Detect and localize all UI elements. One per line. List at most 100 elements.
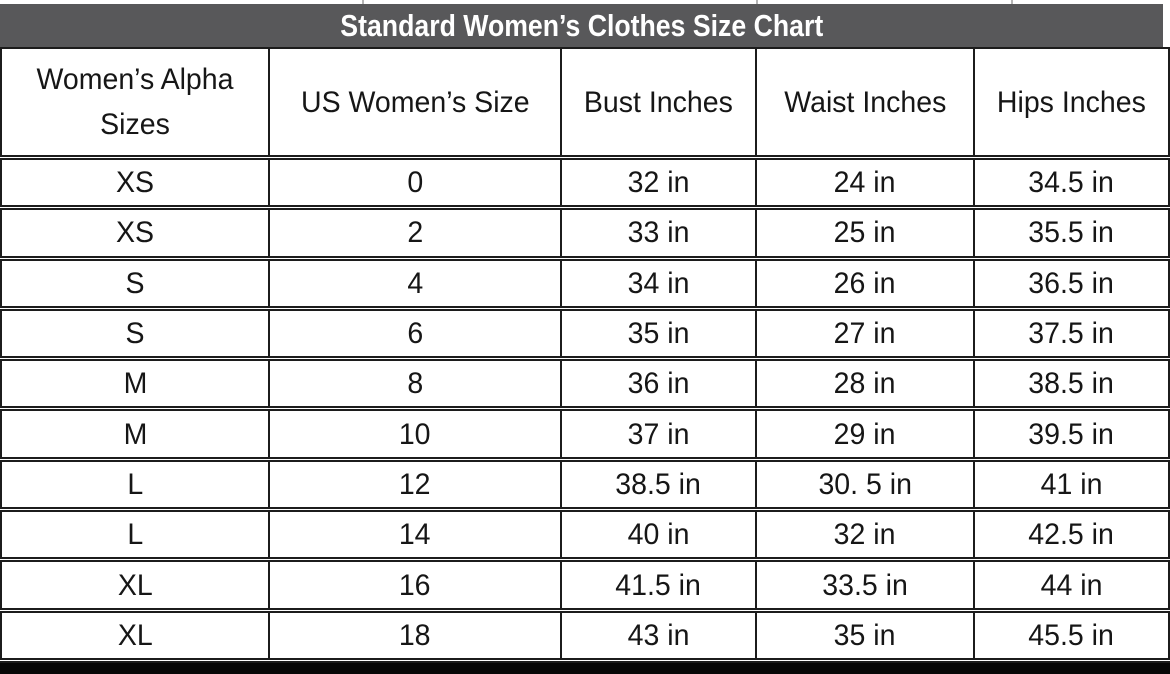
table-cell-value: 2 [407, 216, 423, 250]
table-cell-value: 43 in [627, 618, 690, 652]
table-cell-value: 36.5 in [1028, 266, 1115, 300]
table-cell-value: 40 in [627, 518, 690, 552]
table-cell: 30. 5 in [755, 461, 973, 508]
table-cell: 35 in [755, 612, 973, 658]
table-cell-value: 39.5 in [1028, 417, 1115, 451]
table-cell-value: 0 [407, 166, 423, 200]
table-cell: M [0, 361, 268, 407]
table-cell: 8 [268, 361, 560, 407]
table-row: S 6 35 in 27 in 37.5 in [0, 310, 1170, 362]
table-cell: 32 in [560, 160, 755, 206]
table-cell-value: 34 in [627, 266, 690, 300]
table-cell-value: L [127, 518, 143, 552]
table-cell: 29 in [755, 411, 973, 457]
table-cell: 35.5 in [973, 210, 1170, 256]
table-cell: L [0, 461, 268, 508]
column-header-label: Women’s Alpha Sizes [36, 63, 234, 141]
table-cell: 4 [268, 260, 560, 306]
table-cell: S [0, 260, 268, 306]
column-header-label: Waist Inches [783, 85, 947, 119]
table-row: S 4 34 in 26 in 36.5 in [0, 260, 1170, 311]
bottom-black-bar [0, 663, 1170, 674]
table-cell-value: 12 [399, 467, 431, 501]
column-header-bust: Bust Inches [560, 49, 755, 155]
column-header-label: US Women’s Size [300, 85, 530, 119]
table-cell: 6 [268, 310, 560, 357]
table-cell: M [0, 411, 268, 457]
table-cell: 26 in [755, 260, 973, 306]
table-cell-value: 33 in [627, 216, 690, 250]
table-cell-value: 34.5 in [1028, 166, 1115, 200]
table-cell-value: 30. 5 in [818, 467, 912, 501]
gridline-tick [1011, 0, 1013, 4]
table-cell: 0 [268, 160, 560, 206]
table-row: M 8 36 in 28 in 38.5 in [0, 361, 1170, 412]
table-cell: 2 [268, 210, 560, 256]
table-cell: 41.5 in [560, 562, 755, 608]
table-row: XL 18 43 in 35 in 45.5 in [0, 612, 1170, 663]
table-row: XS 2 33 in 25 in 35.5 in [0, 210, 1170, 261]
table-cell: 12 [268, 461, 560, 508]
table-cell-value: XL [117, 568, 153, 602]
table-cell-value: 27 in [834, 317, 896, 351]
table-cell-value: 29 in [834, 417, 896, 451]
table-cell-value: XS [115, 216, 155, 250]
table-cell-value: 32 in [834, 518, 896, 552]
table-cell: 44 in [973, 562, 1170, 608]
table-cell-value: 8 [407, 367, 423, 401]
table-cell: 27 in [755, 310, 973, 357]
table-cell-value: XL [117, 618, 153, 652]
table-cell-value: S [125, 317, 145, 351]
column-header-label: Bust Inches [584, 85, 733, 119]
table-cell-value: 25 in [834, 216, 896, 250]
column-header-us-size: US Women’s Size [268, 49, 560, 155]
table-cell: 18 [268, 612, 560, 658]
table-cell: S [0, 310, 268, 357]
table-cell: 36.5 in [973, 260, 1170, 306]
table-cell-value: 35 in [627, 317, 690, 351]
table-cell: 39.5 in [973, 411, 1170, 457]
table-cell: 10 [268, 411, 560, 457]
table-cell-value: 45.5 in [1028, 618, 1115, 652]
table-cell-value: 14 [399, 518, 431, 552]
column-header-alpha-sizes: Women’s Alpha Sizes [0, 49, 268, 155]
table-cell: 33 in [560, 210, 755, 256]
gridline-tick [362, 0, 364, 4]
column-header-hips: Hips Inches [973, 49, 1170, 155]
table-cell: 38.5 in [560, 461, 755, 508]
table-cell: 45.5 in [973, 612, 1170, 658]
table-cell-value: 42.5 in [1028, 518, 1115, 552]
table-cell: 34.5 in [973, 160, 1170, 206]
column-header-label: Hips Inches [997, 85, 1146, 119]
table-cell: 35 in [560, 310, 755, 357]
table-cell: 38.5 in [973, 361, 1170, 407]
table-cell: 41 in [973, 461, 1170, 508]
table-cell: XL [0, 562, 268, 608]
table-cell: 43 in [560, 612, 755, 658]
table-row: L 14 40 in 32 in 42.5 in [0, 512, 1170, 563]
table-cell: 37 in [560, 411, 755, 457]
table-cell: 34 in [560, 260, 755, 306]
table-row: XL 16 41.5 in 33.5 in 44 in [0, 562, 1170, 613]
top-gridline-strip [0, 0, 1170, 4]
table-cell: 28 in [755, 361, 973, 407]
table-cell: 32 in [755, 512, 973, 558]
table-cell: 14 [268, 512, 560, 558]
size-table: Women’s Alpha Sizes US Women’s Size Bust… [0, 47, 1170, 663]
table-cell: XS [0, 210, 268, 256]
table-cell-value: 41.5 in [615, 568, 702, 602]
table-cell-value: 38.5 in [1028, 367, 1115, 401]
table-cell: 16 [268, 562, 560, 608]
table-cell-value: 10 [399, 417, 431, 451]
chart-title-bar: Standard Women’s Clothes Size Chart [0, 4, 1163, 47]
column-header-waist: Waist Inches [755, 49, 973, 155]
table-cell: 25 in [755, 210, 973, 256]
table-cell-value: 28 in [834, 367, 896, 401]
table-cell-value: 38.5 in [615, 467, 702, 501]
chart-title: Standard Women’s Clothes Size Chart [340, 7, 823, 43]
table-cell: 37.5 in [973, 310, 1170, 357]
table-cell-value: 24 in [834, 166, 896, 200]
table-header-row: Women’s Alpha Sizes US Women’s Size Bust… [0, 49, 1170, 160]
table-cell: L [0, 512, 268, 558]
